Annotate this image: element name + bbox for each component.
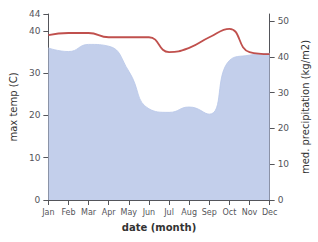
svg-text:10: 10	[29, 153, 41, 163]
svg-text:med. precipitation (kg/m2): med. precipitation (kg/m2)	[300, 40, 311, 174]
svg-text:44: 44	[29, 9, 41, 19]
svg-text:May: May	[121, 208, 138, 217]
svg-text:Apr: Apr	[102, 208, 117, 217]
svg-text:50: 50	[278, 16, 290, 26]
svg-text:Aug: Aug	[181, 208, 197, 217]
svg-text:Jan: Jan	[41, 208, 54, 217]
svg-text:30: 30	[29, 68, 41, 78]
svg-text:Jul: Jul	[163, 208, 174, 217]
svg-text:Jun: Jun	[142, 208, 156, 217]
svg-text:max temp (C): max temp (C)	[8, 72, 19, 141]
svg-text:Nov: Nov	[242, 208, 258, 217]
svg-text:30: 30	[278, 88, 290, 98]
svg-text:40: 40	[278, 52, 290, 62]
svg-text:20: 20	[29, 110, 41, 120]
svg-text:0: 0	[278, 195, 284, 205]
svg-text:Mar: Mar	[81, 208, 97, 217]
svg-text:0: 0	[35, 195, 41, 205]
svg-text:20: 20	[278, 123, 290, 133]
svg-text:10: 10	[278, 159, 290, 169]
svg-text:Dec: Dec	[262, 208, 277, 217]
svg-text:Oct: Oct	[222, 208, 236, 217]
svg-text:Sep: Sep	[202, 208, 217, 217]
svg-text:Feb: Feb	[61, 208, 75, 217]
svg-text:40: 40	[29, 26, 41, 36]
svg-text:date (month): date (month)	[122, 222, 196, 233]
